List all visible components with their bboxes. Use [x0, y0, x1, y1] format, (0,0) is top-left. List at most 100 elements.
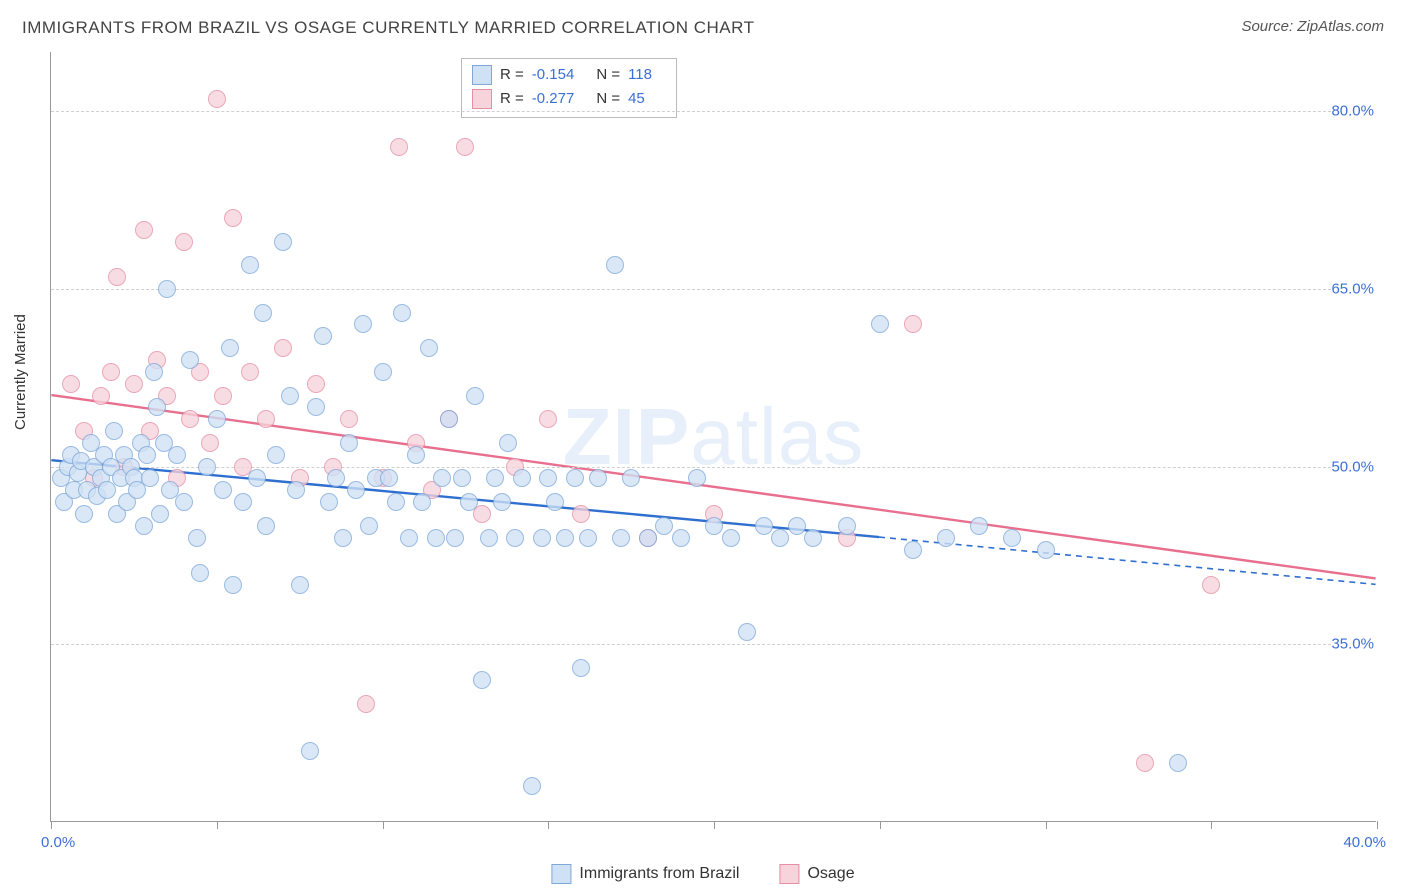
scatter-point-brazil: [937, 529, 955, 547]
x-tick: [383, 821, 384, 829]
scatter-point-brazil: [788, 517, 806, 535]
scatter-point-brazil: [208, 410, 226, 428]
scatter-point-brazil: [281, 387, 299, 405]
scatter-point-osage: [241, 363, 259, 381]
scatter-point-brazil: [433, 469, 451, 487]
scatter-point-brazil: [655, 517, 673, 535]
scatter-point-brazil: [393, 304, 411, 322]
x-tick: [51, 821, 52, 829]
scatter-point-brazil: [291, 576, 309, 594]
scatter-point-brazil: [334, 529, 352, 547]
y-axis-title: Currently Married: [12, 314, 29, 430]
scatter-point-brazil: [1169, 754, 1187, 772]
scatter-point-brazil: [198, 458, 216, 476]
scatter-point-brazil: [175, 493, 193, 511]
scatter-point-brazil: [413, 493, 431, 511]
x-tick: [1377, 821, 1378, 829]
r-label: R =: [500, 87, 524, 111]
trend-line: [879, 537, 1376, 584]
scatter-point-brazil: [466, 387, 484, 405]
scatter-point-osage: [340, 410, 358, 428]
legend-swatch-brazil: [551, 864, 571, 884]
scatter-point-brazil: [738, 623, 756, 641]
grid-line: [51, 111, 1376, 112]
scatter-point-osage: [904, 315, 922, 333]
scatter-point-brazil: [135, 517, 153, 535]
grid-line: [51, 289, 1376, 290]
stats-row-osage: R = -0.277 N = 45: [472, 87, 666, 111]
scatter-point-osage: [1202, 576, 1220, 594]
scatter-point-osage: [181, 410, 199, 428]
scatter-point-brazil: [314, 327, 332, 345]
scatter-point-brazil: [274, 233, 292, 251]
scatter-point-brazil: [473, 671, 491, 689]
x-tick: [714, 821, 715, 829]
trend-line: [51, 395, 1375, 578]
scatter-point-osage: [539, 410, 557, 428]
bottom-legend: Immigrants from Brazil Osage: [551, 864, 854, 884]
scatter-point-brazil: [639, 529, 657, 547]
scatter-point-osage: [208, 90, 226, 108]
n-label: N =: [596, 63, 620, 87]
scatter-point-brazil: [804, 529, 822, 547]
scatter-point-osage: [102, 363, 120, 381]
scatter-point-brazil: [148, 398, 166, 416]
scatter-point-brazil: [287, 481, 305, 499]
scatter-point-brazil: [168, 446, 186, 464]
scatter-point-brazil: [380, 469, 398, 487]
scatter-point-brazil: [1003, 529, 1021, 547]
legend-swatch-osage: [779, 864, 799, 884]
scatter-point-osage: [257, 410, 275, 428]
scatter-point-brazil: [181, 351, 199, 369]
scatter-point-brazil: [566, 469, 584, 487]
scatter-point-brazil: [612, 529, 630, 547]
scatter-point-brazil: [556, 529, 574, 547]
legend-label-osage: Osage: [807, 865, 854, 883]
scatter-point-brazil: [440, 410, 458, 428]
plot-area: ZIPatlas R = -0.154 N = 118 R = -0.277 N…: [50, 52, 1376, 822]
scatter-point-brazil: [400, 529, 418, 547]
scatter-point-brazil: [354, 315, 372, 333]
swatch-brazil: [472, 65, 492, 85]
scatter-point-brazil: [533, 529, 551, 547]
scatter-point-brazil: [539, 469, 557, 487]
source-label: Source: ZipAtlas.com: [1241, 18, 1384, 35]
r-value-osage: -0.277: [532, 87, 575, 111]
scatter-point-brazil: [579, 529, 597, 547]
r-label: R =: [500, 63, 524, 87]
scatter-point-brazil: [105, 422, 123, 440]
x-tick: [1046, 821, 1047, 829]
scatter-point-brazil: [460, 493, 478, 511]
scatter-point-brazil: [606, 256, 624, 274]
scatter-point-brazil: [486, 469, 504, 487]
scatter-point-brazil: [320, 493, 338, 511]
scatter-point-brazil: [446, 529, 464, 547]
scatter-point-brazil: [755, 517, 773, 535]
scatter-point-brazil: [138, 446, 156, 464]
scatter-point-brazil: [506, 529, 524, 547]
stats-legend: R = -0.154 N = 118 R = -0.277 N = 45: [461, 58, 677, 118]
scatter-point-osage: [125, 375, 143, 393]
scatter-point-osage: [201, 434, 219, 452]
scatter-point-brazil: [241, 256, 259, 274]
chart-title: IMMIGRANTS FROM BRAZIL VS OSAGE CURRENTL…: [22, 18, 754, 38]
scatter-point-brazil: [688, 469, 706, 487]
scatter-point-brazil: [480, 529, 498, 547]
scatter-point-brazil: [771, 529, 789, 547]
scatter-point-osage: [92, 387, 110, 405]
scatter-point-brazil: [904, 541, 922, 559]
scatter-point-brazil: [360, 517, 378, 535]
trend-lines-svg: [51, 52, 1376, 821]
scatter-point-osage: [274, 339, 292, 357]
y-tick-label: 65.0%: [1331, 280, 1378, 297]
scatter-point-brazil: [1037, 541, 1055, 559]
scatter-point-brazil: [340, 434, 358, 452]
scatter-point-brazil: [499, 434, 517, 452]
scatter-point-brazil: [307, 398, 325, 416]
scatter-point-osage: [390, 138, 408, 156]
scatter-point-osage: [456, 138, 474, 156]
scatter-point-brazil: [191, 564, 209, 582]
scatter-point-osage: [1136, 754, 1154, 772]
n-value-brazil: 118: [628, 63, 652, 87]
scatter-point-brazil: [871, 315, 889, 333]
